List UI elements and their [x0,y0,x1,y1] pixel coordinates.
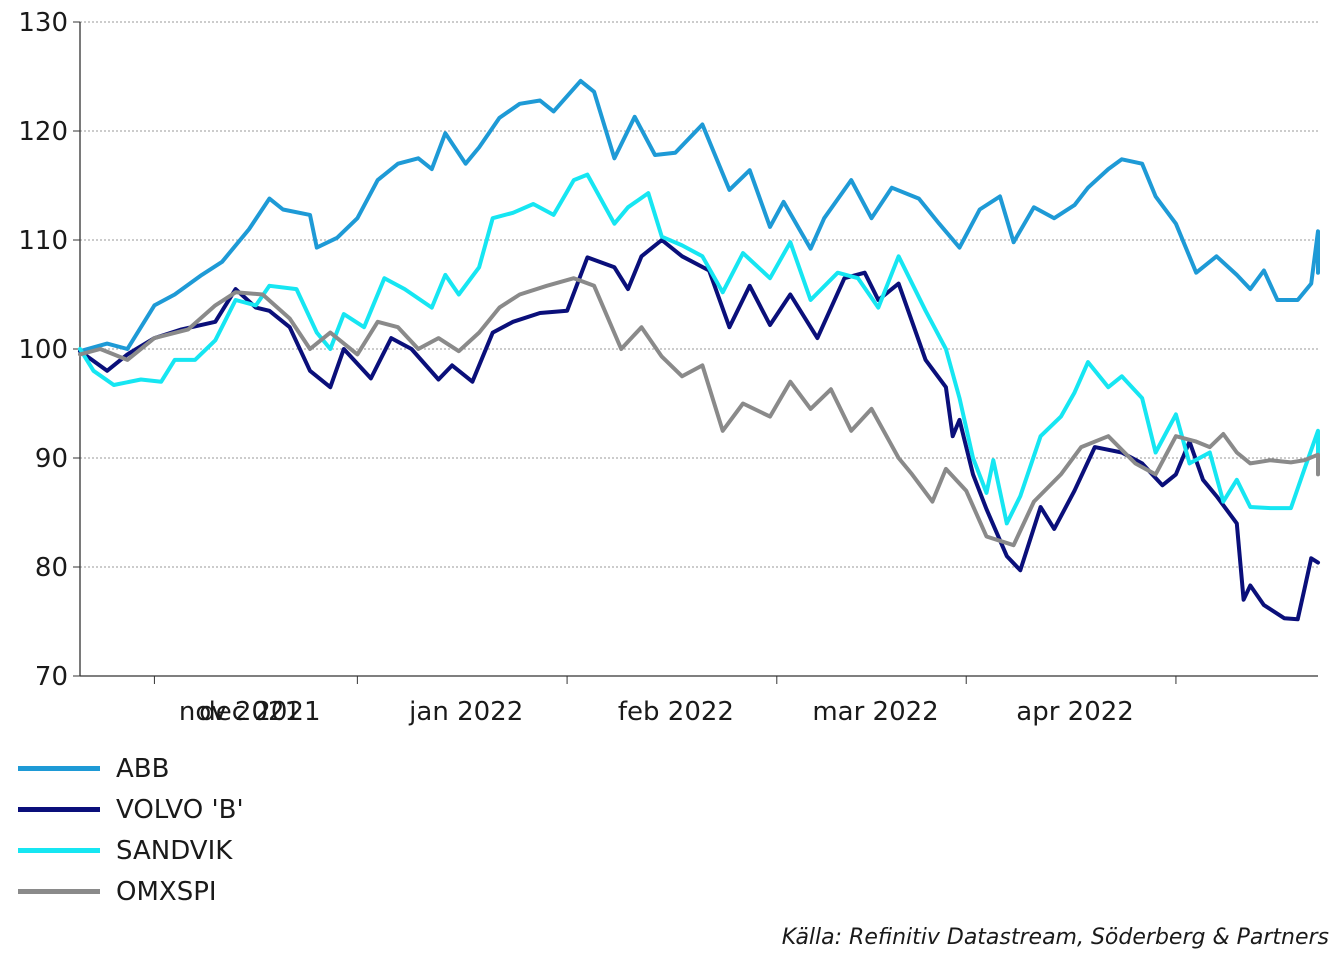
legend-item: SANDVIK [18,830,244,871]
legend-swatch [18,766,100,771]
x-tick-label: apr 2022 [1016,697,1134,727]
series-line-abb [78,78,1320,354]
axes [73,21,1318,684]
legend-label: ABB [116,753,170,784]
x-tick-label: jan 2022 [408,697,523,727]
series-lines [78,78,1320,622]
x-tick-label: feb 2022 [618,697,734,727]
x-tick-label: dec 2021 [199,697,320,727]
legend-label: OMXSPI [116,876,217,907]
y-tick-label: 120 [18,117,68,147]
legend-item: VOLVO 'B' [18,789,244,830]
legend-label: SANDVIK [116,835,233,866]
y-tick-label: 90 [35,444,68,474]
y-tick-label: 70 [35,662,68,692]
y-tick-label: 110 [18,226,68,256]
x-tick-label: mar 2022 [812,697,938,727]
legend-item: OMXSPI [18,871,244,912]
legend: ABB VOLVO 'B' SANDVIK OMXSPI [18,748,244,912]
series-line-omxspi [78,276,1320,548]
legend-swatch [18,807,100,812]
y-tick-labels: 70 80 90 100 110 120 130 [18,8,68,692]
x-tick-label: nov 2021 [179,697,301,727]
legend-item: ABB [18,748,244,789]
series-line-sandvik [78,172,1320,526]
legend-swatch [18,848,100,853]
y-tick-label: 100 [18,335,68,365]
source-label: Källa: Refinitiv Datastream, Söderberg &… [781,925,1329,950]
legend-swatch [18,889,100,894]
y-tick-label: 80 [35,553,68,583]
legend-label: VOLVO 'B' [116,794,244,825]
y-tick-label: 130 [18,8,68,38]
